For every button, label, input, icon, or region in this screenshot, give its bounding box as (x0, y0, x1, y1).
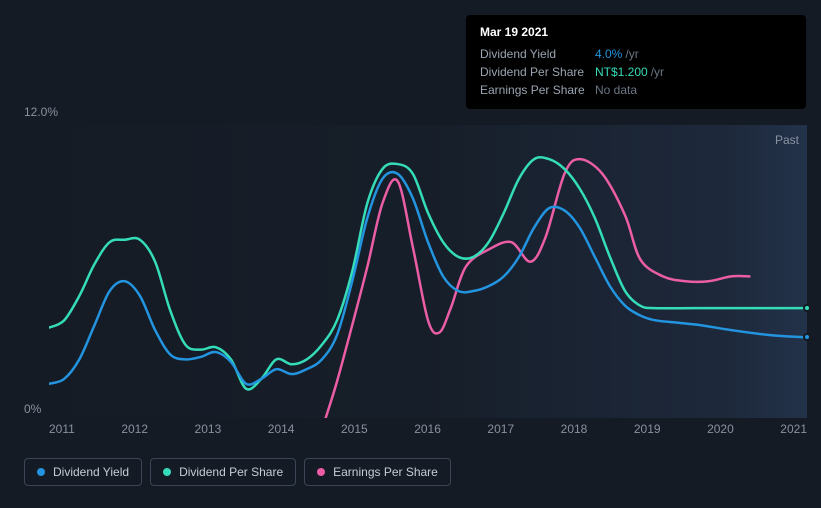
tooltip-value: No data (595, 83, 637, 97)
legend-label: Earnings Per Share (333, 465, 438, 479)
legend: Dividend Yield Dividend Per Share Earnings… (24, 458, 451, 486)
chart-svg (49, 125, 807, 418)
x-tick-label: 2020 (707, 422, 734, 436)
legend-item[interactable]: Dividend Per Share (150, 458, 296, 486)
tooltip-value: NT$1.200 (595, 65, 648, 79)
x-tick-label: 2016 (414, 422, 441, 436)
legend-label: Dividend Yield (53, 465, 129, 479)
tooltip-unit: /yr (625, 47, 638, 61)
y-axis-min-label: 0% (24, 402, 41, 416)
tooltip-row: Earnings Per ShareNo data (480, 81, 792, 99)
plot-area[interactable]: Past (49, 125, 807, 418)
legend-item[interactable]: Earnings Per Share (304, 458, 451, 486)
x-tick-label: 2012 (121, 422, 148, 436)
x-tick-label: 2021 (780, 422, 807, 436)
x-tick-label: 2014 (268, 422, 295, 436)
series-end-marker (803, 333, 811, 341)
tooltip-value: 4.0% (595, 47, 622, 61)
series-end-marker (803, 304, 811, 312)
tooltip-row: Dividend Per ShareNT$1.200/yr (480, 63, 792, 81)
legend-label: Dividend Per Share (179, 465, 283, 479)
x-tick-label: 2019 (634, 422, 661, 436)
legend-item[interactable]: Dividend Yield (24, 458, 142, 486)
tooltip-row: Dividend Yield4.0%/yr (480, 45, 792, 63)
legend-dot-icon (163, 468, 171, 476)
tooltip-label: Dividend Yield (480, 47, 595, 61)
legend-dot-icon (317, 468, 325, 476)
y-axis-max-label: 12.0% (24, 105, 58, 119)
series-line (326, 159, 750, 418)
chart-tooltip: Mar 19 2021 Dividend Yield4.0%/yrDividen… (466, 15, 806, 109)
x-axis: 2011 2012 2013 2014 2015 2016 2017 2018 2019 2020… (49, 422, 807, 436)
x-tick-label: 2017 (487, 422, 514, 436)
tooltip-unit: /yr (651, 65, 664, 79)
series-line (49, 172, 807, 385)
tooltip-label: Dividend Per Share (480, 65, 595, 79)
x-tick-label: 2018 (561, 422, 588, 436)
x-tick-label: 2015 (341, 422, 368, 436)
chart-container: 12.0% 0% Past 20112012201320142015201620… (24, 100, 807, 448)
legend-dot-icon (37, 468, 45, 476)
x-tick-label: 2013 (195, 422, 222, 436)
tooltip-label: Earnings Per Share (480, 83, 595, 97)
series-line (49, 157, 807, 389)
x-tick-label: 2011 (49, 422, 75, 436)
tooltip-date: Mar 19 2021 (480, 25, 792, 39)
